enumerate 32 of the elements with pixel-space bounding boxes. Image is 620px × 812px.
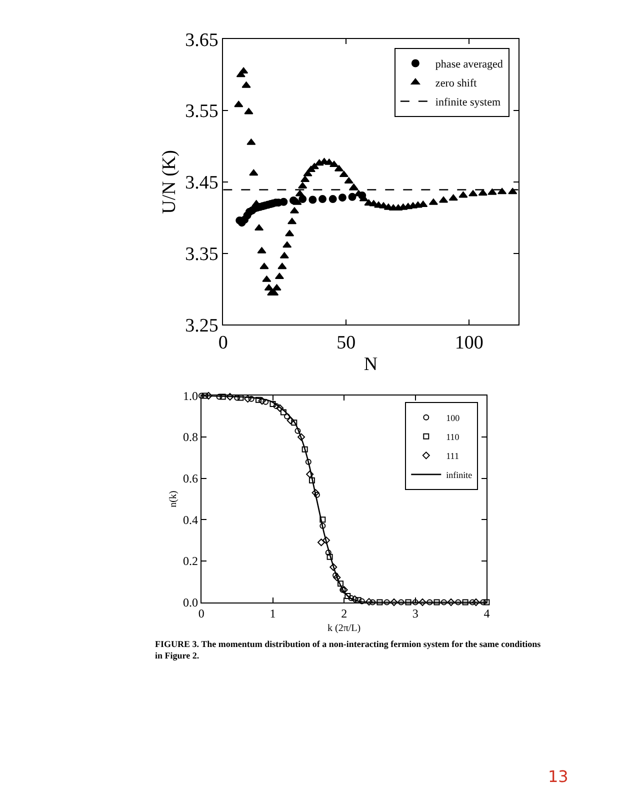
legend-label: infinite system — [435, 96, 501, 109]
x-tick-label: 2 — [341, 606, 348, 621]
y-tick-label: 1.0 — [183, 388, 198, 403]
x-tick-label: 3 — [412, 606, 418, 621]
legend-label: 100 — [446, 412, 460, 423]
y-tick-label: 0.8 — [183, 430, 198, 444]
caption: FIGURE 3. The momentum distribution of a non-interacting fermion system for the same conditions in Figure 2. — [155, 639, 542, 661]
legend-label: infinite — [446, 470, 472, 480]
legend-label: 111 — [446, 450, 459, 461]
x-tick-label: 100 — [454, 332, 484, 354]
x-tick-label: 0 — [198, 606, 204, 621]
x-tick-label: 1 — [270, 606, 276, 621]
y-tick-label: 3.55 — [185, 101, 218, 122]
y-tick-label: 3.35 — [185, 244, 218, 265]
y-tick-label: 0.0 — [183, 595, 198, 610]
x-tick-label: 0 — [218, 332, 228, 354]
legend-label: phase averaged — [435, 58, 504, 71]
y-tick-label: 0.6 — [183, 472, 198, 486]
legend-label: zero shift — [435, 78, 477, 90]
x-axis-title: k (2π/L) — [328, 623, 361, 634]
y-axis-title: U/N (K) — [158, 150, 180, 214]
x-axis-title: N — [364, 354, 378, 376]
y-tick-label: 3.65 — [185, 30, 218, 51]
legend-label: 110 — [446, 432, 460, 442]
y-tick-label: 0.4 — [183, 512, 198, 527]
y-axis-title: n(k) — [168, 490, 180, 508]
y-tick-label: 3.25 — [185, 315, 218, 336]
y-tick-label: 3.45 — [185, 172, 218, 194]
x-tick-label: 4 — [484, 606, 490, 621]
y-tick-label: 0.2 — [183, 554, 198, 568]
text: 13 — [548, 767, 568, 786]
x-tick-label: 50 — [336, 332, 356, 354]
